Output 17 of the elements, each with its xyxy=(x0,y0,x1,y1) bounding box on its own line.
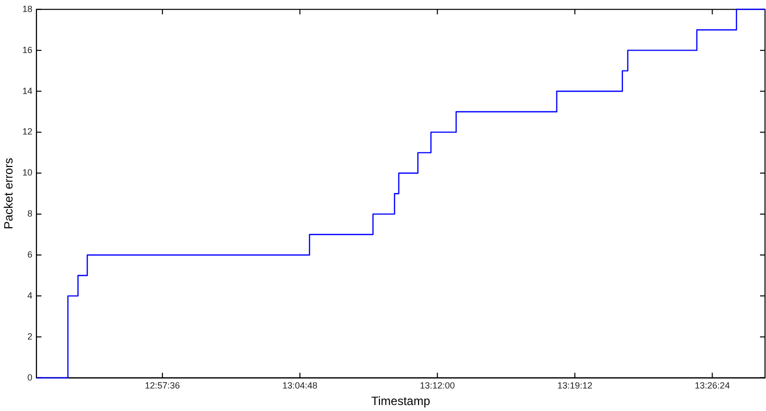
y-tick-label: 16 xyxy=(22,44,32,55)
x-tick-label: 13:04:48 xyxy=(282,380,318,391)
y-tick-label: 18 xyxy=(22,4,32,14)
x-tick-label: 12:57:36 xyxy=(144,380,180,391)
x-axis-title: Timestamp xyxy=(371,394,430,408)
y-tick-label: 10 xyxy=(22,168,32,178)
y-axis-title: Packet errors xyxy=(2,158,16,230)
x-tick-label: 13:19:12 xyxy=(557,380,592,391)
y-tick-label: 4 xyxy=(27,290,32,300)
x-tick-label: 13:26:24 xyxy=(694,380,730,391)
y-tick-label: 12 xyxy=(22,126,32,137)
y-tick-label: 14 xyxy=(22,86,32,96)
y-tick-label: 8 xyxy=(27,208,32,219)
x-tick-label: 13:12:00 xyxy=(420,380,455,391)
y-tick-label: 2 xyxy=(27,331,32,342)
y-tick-label: 0 xyxy=(27,372,32,382)
y-tick-label: 6 xyxy=(27,249,32,260)
